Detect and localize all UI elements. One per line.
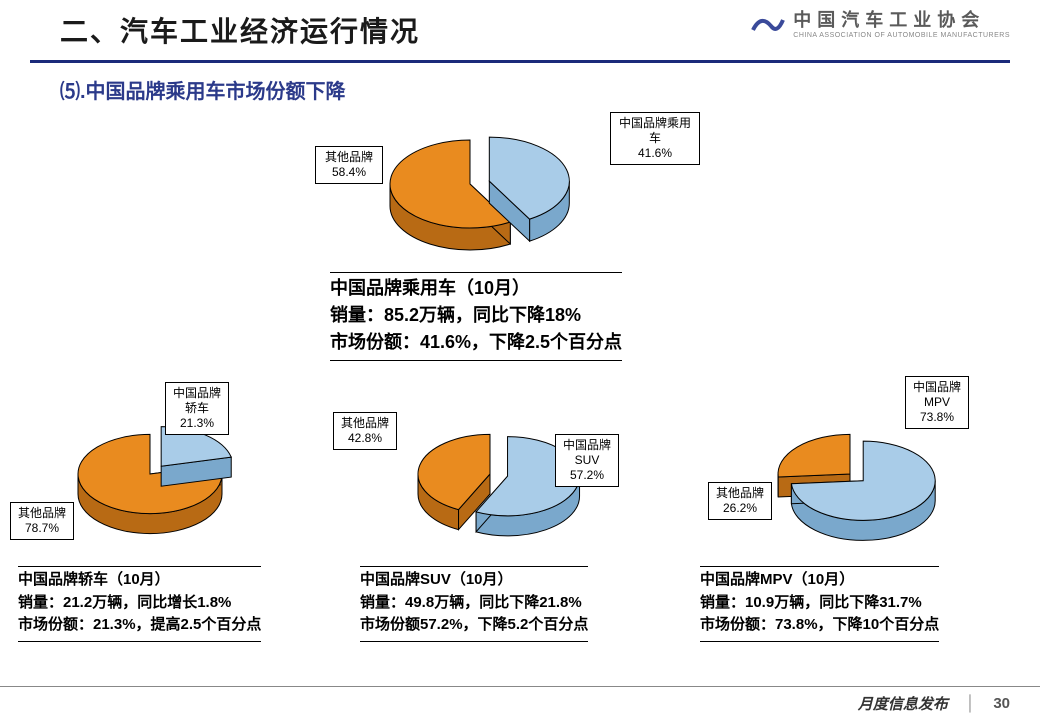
page-number: 30 (993, 695, 1010, 712)
slide-body: 中国品牌乘用车41.6%其他品牌58.4%中国品牌乘用车（10月）销量：85.2… (0, 104, 1040, 694)
footer-label: 月度信息发布 (858, 693, 948, 714)
pie-mpv-caption: 中国品牌MPV（10月）销量：10.9万辆，同比下降31.7%市场份额：73.8… (700, 566, 939, 642)
pie-mpv-caption-line: 市场份额：73.8%，下降10个百分点 (700, 614, 939, 637)
slide-subtitle: ⑸.中国品牌乘用车市场份额下降 (60, 75, 1040, 104)
pie-mpv-label-china: 中国品牌MPV73.8% (905, 376, 969, 429)
slide-footer: 月度信息发布 │ 30 (0, 686, 1040, 720)
pie-mpv: 中国品牌MPV73.8% 其他品牌26.2% 中国品牌MPV（10月）销量：10.9… (0, 104, 1040, 694)
logo-text-en: CHINA ASSOCIATION OF AUTOMOBILE MANUFACT… (793, 32, 1010, 39)
org-logo: 中国汽车工业协会 CHINA ASSOCIATION OF AUTOMOBILE… (751, 6, 1010, 39)
pie-mpv-caption-line: 销量：10.9万辆，同比下降31.7% (700, 592, 939, 615)
pie-mpv-label-other: 其他品牌26.2% (708, 482, 772, 520)
header-title: 二、汽车工业经济运行情况 (60, 16, 420, 47)
slide-header: 二、汽车工业经济运行情况 中国汽车工业协会 CHINA ASSOCIATION … (0, 0, 1040, 56)
logo-mark-icon (751, 12, 785, 34)
logo-text-cn: 中国汽车工业协会 (793, 6, 1010, 32)
footer-separator: │ (966, 695, 975, 712)
header-divider (30, 60, 1010, 63)
pie-mpv-caption-line: 中国品牌MPV（10月） (700, 569, 939, 592)
